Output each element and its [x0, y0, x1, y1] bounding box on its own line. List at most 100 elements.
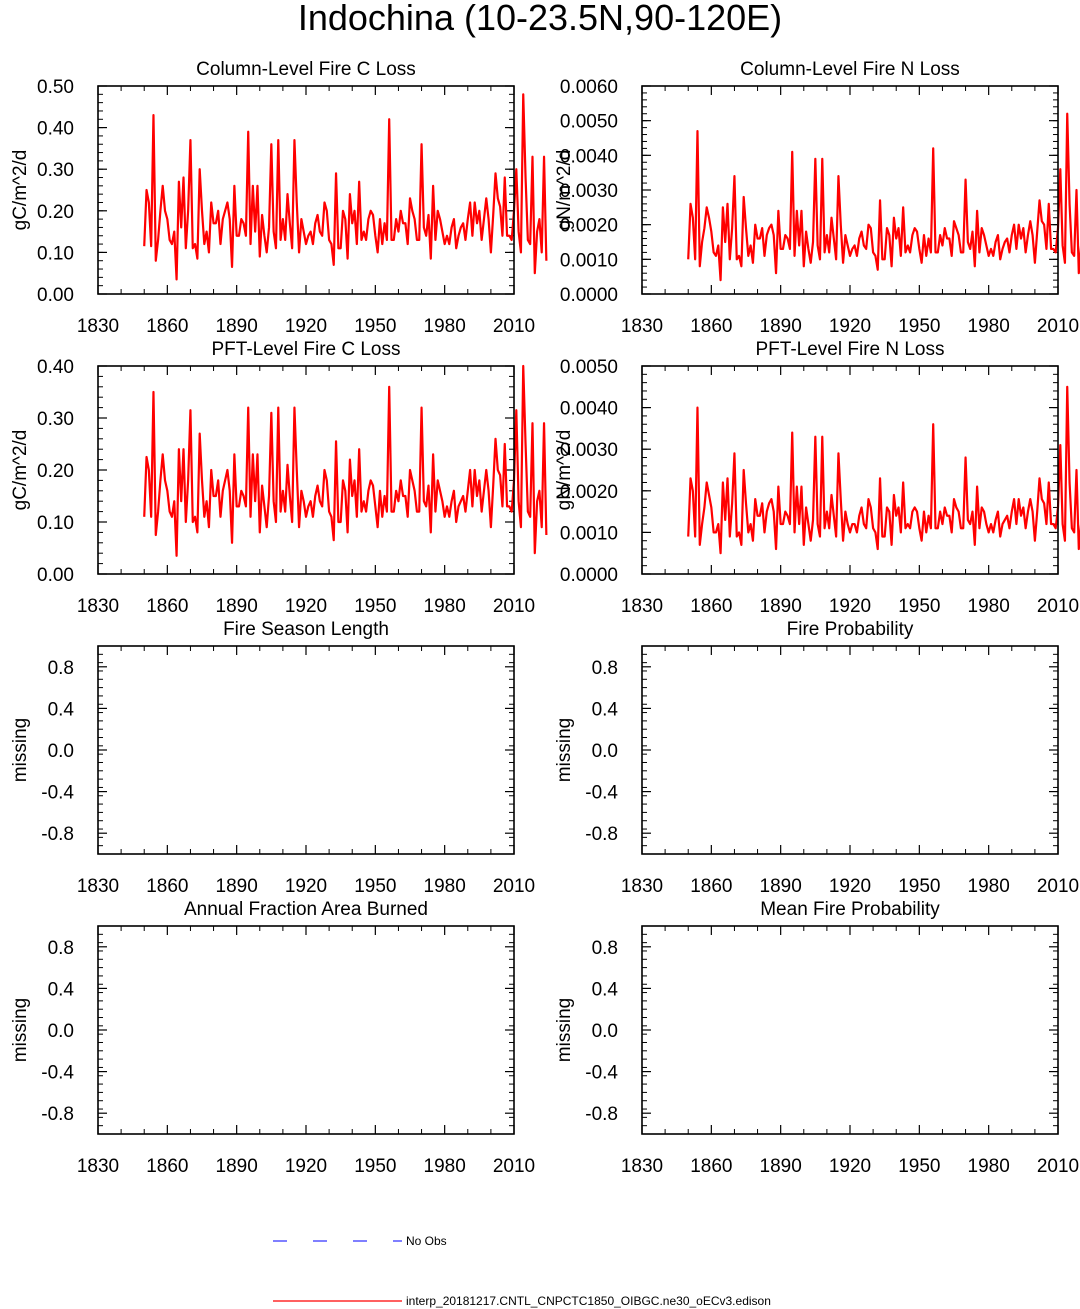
x-tick-label: 1890	[216, 316, 258, 337]
panel-mean-fire-probability: Mean Fire Probability missing 1830 1860 1890…	[554, 899, 1079, 1177]
panel-column-level-fire-c-loss: Column-Level Fire C Loss gC/m^2/d 1830 1860…	[10, 59, 548, 337]
panel-title: Annual Fraction Area Burned	[184, 899, 428, 920]
panel-title: Fire Probability	[787, 619, 914, 640]
series-line-model	[687, 385, 1080, 555]
x-tick-label: 1830	[621, 1156, 663, 1177]
x-tick-label: 1890	[760, 1156, 802, 1177]
plot-frame	[97, 645, 515, 855]
series-line-model	[143, 93, 548, 281]
y-tick-label: 0.10	[37, 513, 74, 534]
x-tick-label: 1920	[285, 316, 327, 337]
y-axis-label: missing	[554, 718, 575, 782]
panel-fire-probability: Fire Probability missing 1830 1860 1890 1920 1…	[554, 619, 1079, 897]
x-tick-label: 1980	[968, 316, 1010, 337]
series-line-model	[687, 112, 1080, 282]
figure-title: Indochina (10-23.5N,90-120E)	[297, 0, 783, 38]
y-axis-label: missing	[554, 998, 575, 1062]
x-tick-label: 1980	[968, 596, 1010, 617]
x-tick-label: 1980	[424, 596, 466, 617]
x-tick-label: 1890	[760, 876, 802, 897]
y-tick-label: 0.30	[37, 409, 74, 430]
y-tick-label: 0.20	[37, 461, 74, 482]
x-tick-label: 1950	[354, 876, 396, 897]
x-tick-label: 1860	[690, 1156, 732, 1177]
x-tick-label: 2010	[1037, 1156, 1079, 1177]
x-tick-label: 1860	[146, 316, 188, 337]
x-tick-label: 2010	[1037, 316, 1079, 337]
x-tick-label: 1860	[146, 1156, 188, 1177]
x-tick-label: 1980	[968, 876, 1010, 897]
x-tick-label: 1830	[77, 316, 119, 337]
series-line-model	[143, 364, 548, 557]
y-tick-label: -0.8	[585, 1104, 618, 1125]
y-tick-label: 0.0	[48, 1021, 74, 1042]
x-tick-label: 1920	[829, 596, 871, 617]
y-tick-label: 0.10	[37, 243, 74, 264]
y-tick-label: 0.8	[592, 938, 618, 959]
x-tick-label: 1890	[216, 876, 258, 897]
x-tick-label: 1920	[285, 876, 327, 897]
x-tick-label: 2010	[1037, 596, 1079, 617]
x-tick-label: 2010	[493, 1156, 535, 1177]
x-tick-label: 1950	[354, 596, 396, 617]
y-axis-label: missing	[10, 998, 31, 1062]
panel-pft-level-fire-n-loss: PFT-Level Fire N Loss gN/m^2/d 1830 1860 189…	[554, 339, 1080, 617]
y-tick-label: 0.0	[48, 741, 74, 762]
x-tick-label: 1950	[354, 316, 396, 337]
y-tick-label: 0.8	[48, 658, 74, 679]
y-tick-label: 0.0010	[560, 523, 618, 544]
panel-title: PFT-Level Fire C Loss	[212, 339, 401, 360]
y-tick-label: 0.20	[37, 202, 74, 223]
panel-fire-season-length: Fire Season Length missing 1830 1860 1890 192…	[10, 619, 535, 897]
plot-frame	[641, 925, 1059, 1135]
x-tick-label: 1920	[829, 316, 871, 337]
x-tick-label: 1950	[898, 596, 940, 617]
panel-title: Column-Level Fire N Loss	[740, 59, 960, 80]
plot-frame	[97, 925, 515, 1135]
y-tick-label: -0.8	[585, 824, 618, 845]
y-axis-label: gC/m^2/d	[10, 150, 31, 231]
plot-frame	[641, 85, 1059, 295]
x-tick-label: 1950	[898, 1156, 940, 1177]
panel-title: Column-Level Fire C Loss	[196, 59, 416, 80]
y-tick-label: 0.4	[48, 699, 75, 720]
x-tick-label: 2010	[1037, 876, 1079, 897]
y-tick-label: 0.0000	[560, 285, 618, 306]
y-tick-label: 0.0020	[560, 216, 618, 237]
plot-frame	[97, 365, 515, 575]
x-tick-label: 1830	[77, 1156, 119, 1177]
x-tick-label: 1950	[354, 1156, 396, 1177]
y-tick-label: 0.0010	[560, 250, 618, 271]
x-tick-label: 2010	[493, 596, 535, 617]
y-tick-label: 0.0040	[560, 399, 618, 420]
y-tick-label: 0.00	[37, 565, 74, 586]
x-tick-label: 2010	[493, 316, 535, 337]
panel-title: Mean Fire Probability	[760, 899, 940, 920]
y-tick-label: -0.4	[41, 783, 74, 804]
y-tick-label: 0.0030	[560, 440, 618, 461]
y-axis-label: missing	[10, 718, 31, 782]
x-tick-label: 1830	[77, 596, 119, 617]
plot-frame	[641, 645, 1059, 855]
x-tick-label: 1890	[216, 596, 258, 617]
y-tick-label: 0.00	[37, 285, 74, 306]
x-tick-label: 1920	[829, 1156, 871, 1177]
y-tick-label: 0.0050	[560, 112, 618, 133]
plot-frame	[97, 85, 515, 295]
x-tick-label: 1830	[77, 876, 119, 897]
y-tick-label: 0.8	[592, 658, 618, 679]
x-tick-label: 1890	[216, 1156, 258, 1177]
y-tick-label: 0.0040	[560, 146, 618, 167]
y-tick-label: 0.30	[37, 160, 74, 181]
panel-title: PFT-Level Fire N Loss	[756, 339, 945, 360]
y-tick-label: -0.8	[41, 1104, 74, 1125]
y-tick-label: 0.0050	[560, 357, 618, 378]
x-tick-label: 1860	[690, 876, 732, 897]
y-axis-label: gN/m^2/d	[554, 150, 575, 231]
x-tick-label: 1830	[621, 316, 663, 337]
x-tick-label: 1830	[621, 596, 663, 617]
y-tick-label: -0.4	[585, 1063, 618, 1084]
panel-column-level-fire-n-loss: Column-Level Fire N Loss gN/m^2/d 1830 1860…	[554, 59, 1080, 337]
y-axis-label: gN/m^2/d	[554, 430, 575, 511]
